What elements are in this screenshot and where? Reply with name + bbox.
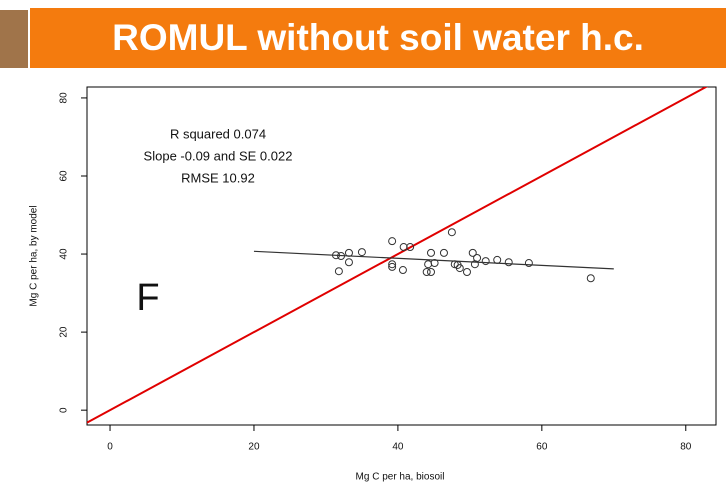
data-point: [447, 228, 456, 237]
chart-title: ROMUL without soil water h.c.: [112, 17, 644, 58]
x-tick-label: 60: [536, 442, 548, 453]
plot-area: [87, 87, 709, 424]
data-point: [462, 268, 471, 277]
x-tick-label: 80: [680, 442, 692, 453]
data-point: [399, 243, 408, 252]
x-tick-label: 0: [107, 442, 113, 453]
data-point: [334, 267, 343, 276]
y-tick-label: 40: [59, 248, 70, 260]
reference-line: [87, 87, 709, 424]
annotation: RMSE 10.92: [181, 170, 255, 185]
data-point: [388, 237, 397, 246]
y-tick-label: 0: [59, 407, 70, 413]
data-point: [468, 248, 477, 257]
data-point: [586, 274, 595, 283]
data-point: [424, 260, 433, 269]
y-tick-label: 80: [59, 92, 70, 104]
data-point: [524, 259, 533, 268]
data-point: [388, 260, 397, 269]
data-point: [406, 243, 415, 252]
x-axis-label: Mg C per ha, biosoil: [356, 472, 445, 483]
data-point: [388, 262, 397, 271]
data-point: [332, 251, 341, 260]
title-banner: [30, 8, 726, 68]
y-tick-label: 20: [59, 326, 70, 338]
reference-line: [253, 250, 614, 270]
data-point: [481, 257, 490, 266]
annotation: R squared 0.074: [170, 126, 266, 141]
data-point: [439, 248, 448, 257]
x-tick-label: 40: [392, 442, 404, 453]
data-point: [427, 248, 436, 257]
data-point: [398, 266, 407, 275]
data-point: [422, 268, 431, 277]
data-point: [493, 255, 502, 264]
banner-edge: [0, 10, 28, 68]
data-point: [473, 253, 482, 262]
data-point: [344, 248, 353, 257]
annotation: Slope -0.09 and SE 0.022: [144, 148, 293, 163]
x-tick-label: 20: [248, 442, 260, 453]
y-axis-label: Mg C per ha, by model: [29, 205, 40, 306]
data-point: [337, 252, 346, 260]
data-point: [357, 248, 366, 257]
data-point: [430, 259, 439, 268]
y-tick-label: 60: [59, 170, 70, 182]
plot-frame: [86, 86, 717, 426]
data-point: [455, 264, 464, 273]
data-point: [344, 258, 353, 267]
data-point: [504, 258, 513, 267]
data-point: [427, 268, 436, 277]
panel-letter: F: [136, 277, 159, 319]
